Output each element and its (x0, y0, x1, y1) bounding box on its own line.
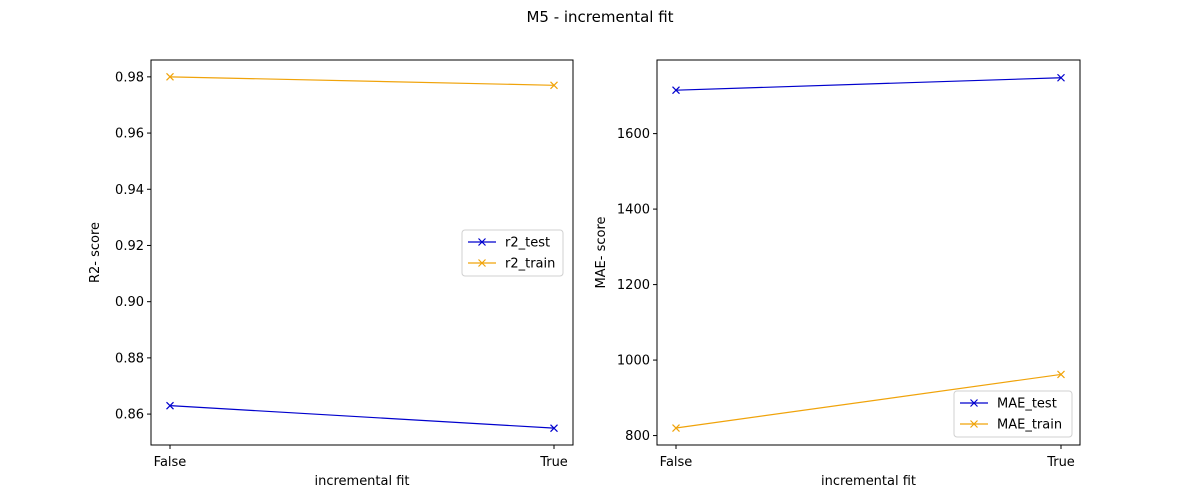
data-point-MAE_train (672, 424, 680, 432)
y-tick-label: 0.90 (115, 295, 144, 310)
data-point-MAE_train (1057, 370, 1065, 379)
y-tick-label: 1200 (617, 278, 650, 293)
legend-swatch-marker (478, 238, 486, 246)
data-point-r2_test (166, 401, 174, 410)
y-tick-label: 0.96 (115, 127, 144, 142)
y-tick-label: 1400 (617, 203, 650, 218)
y-tick-label: 0.86 (115, 408, 144, 423)
legend-label: r2_train (505, 257, 555, 272)
legend-swatch-marker (478, 259, 486, 267)
mae-score-plot: 800 1000 1200 1400 1600 False True incremental … (594, 59, 1081, 489)
y-tick-label: 0.92 (115, 239, 144, 254)
data-point-r2_train (166, 72, 174, 81)
r2-score-plot: 0.86 0.88 0.90 0.92 0.94 0.96 0.98 False True inc… (88, 59, 574, 489)
x-tick-label: False (154, 455, 187, 470)
figure-title: M5 - incremental fit (526, 8, 673, 26)
y-axis-label: R2- score (88, 222, 103, 283)
axes-frame (656, 59, 1081, 446)
x-axis-label: incremental fit (821, 474, 916, 489)
y-tick-label: 0.94 (115, 183, 144, 198)
data-point-r2_train (550, 81, 558, 90)
legend-label: MAE_train (997, 418, 1062, 433)
series-line-r2_train (169, 76, 555, 86)
legend-swatch-marker (970, 399, 978, 407)
axes-frame (150, 59, 574, 446)
series-line-r2_test (169, 405, 555, 429)
x-tick-label: True (1046, 455, 1075, 470)
x-axis-label: incremental fit (314, 474, 409, 489)
data-point-MAE_test (672, 86, 680, 95)
y-tick-label: 1000 (617, 354, 650, 369)
y-axis-label: MAE- score (594, 216, 609, 288)
legend-label: r2_test (505, 236, 550, 251)
y-tick-label: 0.88 (115, 351, 144, 366)
legend-swatch-marker (970, 420, 978, 428)
x-tick-label: True (539, 455, 568, 470)
y-tick-label: 1600 (617, 127, 650, 142)
data-point-r2_test (550, 424, 558, 433)
legend-label: MAE_test (997, 397, 1057, 412)
series-line-MAE_train (675, 373, 1062, 429)
data-point-MAE_test (1057, 73, 1065, 82)
x-tick-label: False (660, 455, 693, 470)
y-tick-label: 800 (625, 429, 650, 444)
y-tick-label: 0.98 (115, 70, 144, 85)
series-line-MAE_test (675, 77, 1062, 91)
